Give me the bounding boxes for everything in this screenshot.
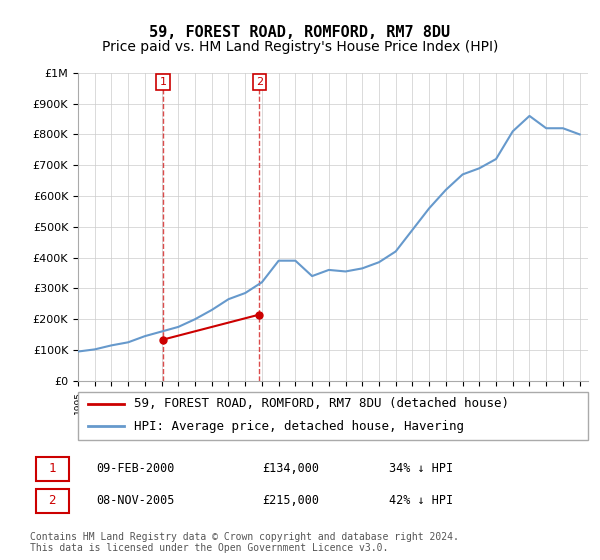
FancyBboxPatch shape — [35, 457, 68, 481]
Text: 2: 2 — [49, 494, 56, 507]
Text: 34% ↓ HPI: 34% ↓ HPI — [389, 463, 453, 475]
Text: Price paid vs. HM Land Registry's House Price Index (HPI): Price paid vs. HM Land Registry's House … — [102, 40, 498, 54]
Text: HPI: Average price, detached house, Havering: HPI: Average price, detached house, Have… — [134, 420, 464, 433]
Text: 59, FOREST ROAD, ROMFORD, RM7 8DU (detached house): 59, FOREST ROAD, ROMFORD, RM7 8DU (detac… — [134, 398, 509, 410]
Text: £134,000: £134,000 — [262, 463, 319, 475]
Text: 59, FOREST ROAD, ROMFORD, RM7 8DU: 59, FOREST ROAD, ROMFORD, RM7 8DU — [149, 25, 451, 40]
Text: Contains HM Land Registry data © Crown copyright and database right 2024.
This d: Contains HM Land Registry data © Crown c… — [30, 531, 459, 553]
Text: 08-NOV-2005: 08-NOV-2005 — [96, 494, 175, 507]
Text: 1: 1 — [160, 77, 167, 87]
Text: 09-FEB-2000: 09-FEB-2000 — [96, 463, 175, 475]
FancyBboxPatch shape — [78, 392, 588, 440]
Text: 42% ↓ HPI: 42% ↓ HPI — [389, 494, 453, 507]
Text: 1: 1 — [49, 463, 56, 475]
FancyBboxPatch shape — [35, 488, 68, 513]
Text: £215,000: £215,000 — [262, 494, 319, 507]
Text: 2: 2 — [256, 77, 263, 87]
